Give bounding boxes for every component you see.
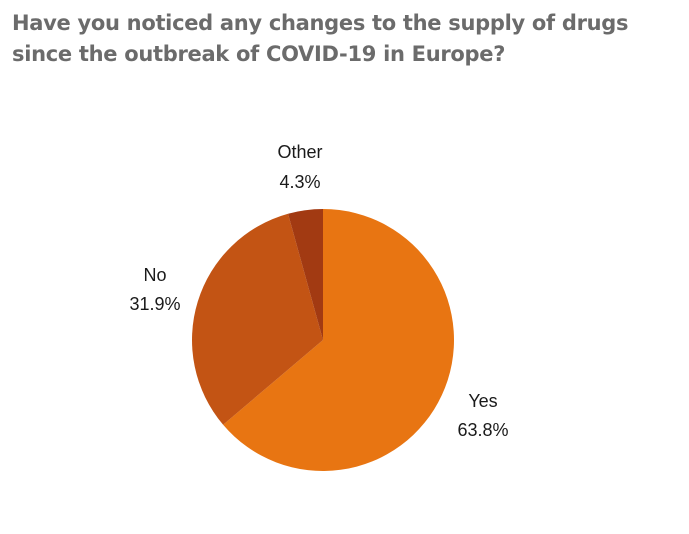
pie-slice-other [288, 209, 323, 340]
slice-label-no: No [143, 265, 166, 285]
slice-label-other: Other [277, 142, 322, 162]
slice-label-yes: Yes [468, 391, 497, 411]
slice-value-yes: 63.8% [457, 420, 508, 440]
pie-slices [192, 209, 455, 471]
pie-slice-no [192, 213, 323, 425]
pie-slice-yes [223, 209, 455, 471]
chart-title: Have you noticed any changes to the supp… [12, 11, 629, 66]
slice-value-other: 4.3% [279, 172, 320, 192]
pie-labels: Yes 63.8% No 31.9% Other 4.3% [129, 142, 508, 440]
slice-value-no: 31.9% [129, 294, 180, 314]
